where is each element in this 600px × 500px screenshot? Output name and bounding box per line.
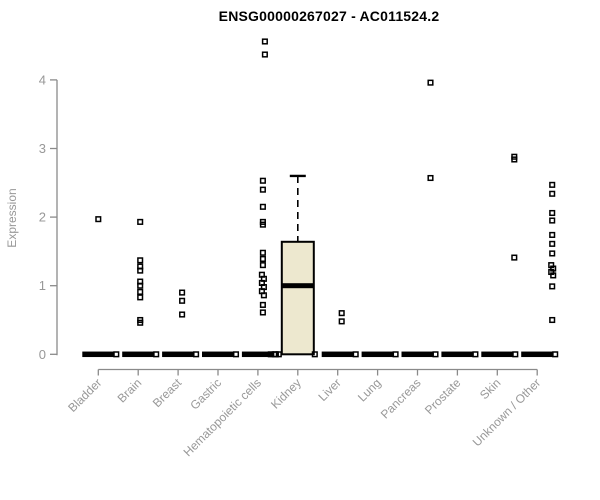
sample-point (552, 351, 559, 358)
sample-point (549, 283, 556, 290)
sample-point (549, 209, 556, 217)
y-tick-label: 3 (39, 141, 46, 156)
zero-expression-bar (441, 351, 474, 358)
sample-point (259, 309, 266, 316)
sample-point (261, 51, 268, 58)
sample-point (137, 282, 144, 289)
zero-expression-bar (401, 351, 434, 358)
sample-point (259, 186, 266, 193)
x-category-label: Unknown / Other (470, 376, 544, 450)
sample-point (472, 351, 479, 358)
sample-point (259, 255, 266, 262)
zero-expression-bar (82, 351, 115, 358)
zero-expression-bar (241, 351, 274, 358)
sample-point (260, 292, 267, 299)
x-category-label: Hematopoietic cells (181, 376, 264, 459)
sample-point (549, 250, 556, 257)
sample-point (137, 319, 144, 326)
sample-point (338, 318, 345, 325)
sample-point (549, 217, 556, 224)
sample-point (137, 267, 144, 274)
sample-point (179, 289, 186, 296)
x-category-label: Prostate (422, 376, 464, 418)
x-category-label: Brain (115, 376, 145, 406)
sample-point (311, 351, 318, 358)
sample-point (259, 301, 266, 308)
median-line (281, 283, 314, 289)
sample-point (113, 351, 120, 358)
sample-point (137, 294, 144, 301)
sample-point (95, 216, 102, 223)
zero-expression-bar (202, 351, 234, 358)
sample-point (179, 311, 186, 318)
y-tick-label: 2 (39, 210, 46, 225)
x-category-label: Lung (355, 376, 384, 405)
sample-point (179, 297, 186, 304)
y-tick-label: 4 (39, 72, 46, 87)
y-tick-label: 0 (39, 347, 46, 362)
zero-expression-bar (162, 351, 195, 358)
box (280, 240, 315, 356)
sample-point (550, 272, 557, 279)
sample-point (137, 257, 144, 264)
x-category-label: Bladder (65, 376, 104, 415)
sample-point (261, 38, 268, 45)
sample-point (511, 254, 518, 261)
sample-point (549, 190, 556, 197)
sample-point (137, 288, 144, 295)
x-category-label: Skin (477, 376, 503, 402)
sample-point (232, 351, 240, 358)
x-category-label: Kidney (268, 376, 304, 412)
zero-expression-bar (321, 351, 354, 358)
sample-point (352, 351, 359, 358)
sample-point (549, 240, 556, 247)
sample-point (275, 351, 282, 358)
sample-point (549, 181, 556, 188)
sample-point (137, 218, 144, 225)
sample-point (259, 221, 266, 228)
sample-point (259, 262, 266, 269)
sample-point (511, 156, 518, 163)
chart-title: ENSG00000267027 - AC011524.2 (218, 8, 440, 24)
zero-expression-bar (521, 351, 554, 358)
sample-point (427, 79, 434, 86)
sample-point (153, 351, 160, 358)
sample-point (259, 177, 266, 184)
x-category-label: Pancreas (378, 376, 424, 422)
x-category-label: Liver (316, 376, 344, 404)
y-tick-label: 1 (39, 278, 46, 293)
x-category-label: Gastric (187, 376, 224, 413)
zero-expression-bar (122, 351, 155, 358)
sample-point (427, 174, 434, 182)
x-category-label: Breast (150, 375, 185, 410)
sample-point (432, 351, 439, 358)
sample-point (512, 351, 519, 358)
sample-point (338, 310, 345, 317)
zero-expression-bar (481, 351, 514, 358)
sample-point (392, 351, 399, 358)
sample-point (259, 203, 266, 210)
sample-point (259, 249, 266, 256)
zero-expression-bar (361, 351, 394, 358)
sample-point (549, 316, 556, 324)
sample-point (549, 231, 556, 238)
sample-point (193, 351, 200, 358)
